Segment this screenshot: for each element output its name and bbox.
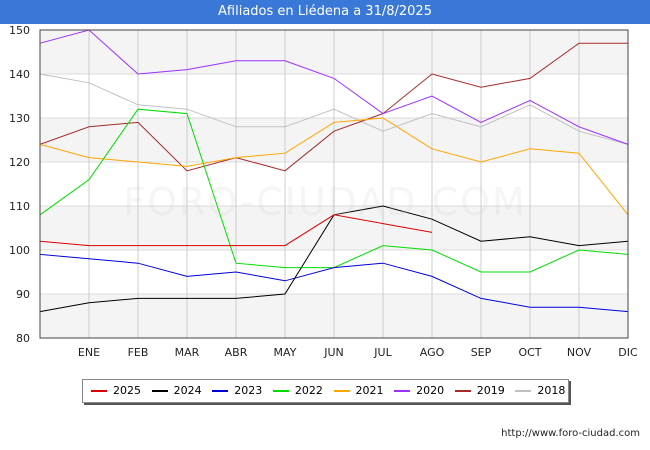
legend-item-2021: 2021 bbox=[333, 380, 384, 402]
series-lines bbox=[39, 29, 629, 313]
legend-label: 2021 bbox=[355, 384, 384, 397]
legend-swatch bbox=[394, 390, 411, 392]
legend-swatch bbox=[212, 390, 229, 392]
x-tick-label: OCT bbox=[518, 346, 541, 359]
legend-swatch bbox=[515, 390, 532, 392]
y-axis-ticks: 80 90 100 110 120 130 140 150 bbox=[9, 24, 30, 345]
legend-label: 2025 bbox=[113, 384, 141, 397]
x-tick-label: MAR bbox=[175, 346, 200, 359]
plot-border bbox=[39, 29, 629, 339]
legend-label: 2019 bbox=[476, 384, 505, 397]
legend-swatch bbox=[272, 390, 289, 392]
series-line-2020 bbox=[39, 29, 629, 145]
legend-item-2023: 2023 bbox=[212, 380, 262, 402]
legend-item-2024: 2024 bbox=[151, 380, 202, 402]
x-axis-ticks: ENE FEB MAR ABR MAY JUN JUL AGO SEP OCT NOV DIC bbox=[78, 346, 638, 359]
legend-item-2019: 2019 bbox=[454, 380, 505, 402]
legend-label: 2023 bbox=[234, 384, 263, 397]
y-tick-label: 90 bbox=[16, 288, 30, 301]
legend-item-2022: 2022 bbox=[272, 380, 323, 402]
legend-item-2020: 2020 bbox=[394, 380, 444, 402]
legend-label: 2022 bbox=[294, 384, 323, 397]
legend-label: 2024 bbox=[173, 384, 202, 397]
x-tick-label: SEP bbox=[471, 346, 492, 359]
footer-url: http://www.foro-ciudad.com bbox=[501, 428, 640, 439]
y-tick-label: 110 bbox=[9, 200, 30, 213]
y-tick-label: 140 bbox=[9, 68, 30, 81]
legend-swatch bbox=[454, 390, 471, 392]
series-line-2025 bbox=[39, 214, 433, 247]
y-tick-label: 120 bbox=[9, 156, 30, 169]
x-tick-label: ABR bbox=[225, 346, 248, 359]
x-tick-label: JUL bbox=[373, 346, 392, 359]
x-tick-label: MAY bbox=[274, 346, 297, 359]
chart-title: Afiliados en Liédena a 31/8/2025 bbox=[0, 0, 650, 24]
x-tick-label: AGO bbox=[420, 346, 445, 359]
plot-frame bbox=[39, 29, 629, 339]
x-tick-label: JUN bbox=[323, 346, 344, 359]
y-tick-label: 100 bbox=[9, 244, 30, 257]
x-tick-label: ENE bbox=[78, 346, 100, 359]
series-line-2018 bbox=[39, 73, 629, 145]
series-line-2019 bbox=[39, 42, 628, 172]
x-tick-label: FEB bbox=[128, 346, 149, 359]
x-tick-label: NOV bbox=[567, 346, 592, 359]
legend-swatch bbox=[333, 390, 350, 392]
y-tick-label: 130 bbox=[9, 112, 30, 125]
grid-lines bbox=[40, 29, 628, 339]
legend-label: 2018 bbox=[537, 384, 566, 397]
series-line-2023 bbox=[39, 253, 629, 313]
legend-swatch bbox=[91, 390, 107, 392]
y-tick-label: 150 bbox=[9, 24, 30, 37]
x-tick-label: DIC bbox=[618, 346, 638, 359]
legend-item-2018: 2018 bbox=[515, 380, 565, 402]
series-line-2021 bbox=[39, 117, 629, 216]
legend-label: 2020 bbox=[416, 384, 445, 397]
y-tick-label: 80 bbox=[16, 332, 30, 345]
chart-legend: 2025 2024 2023 2022 2021 2020 2019 2018 bbox=[82, 379, 569, 403]
legend-swatch bbox=[151, 390, 168, 392]
legend-item-2025: 2025 bbox=[91, 380, 141, 402]
